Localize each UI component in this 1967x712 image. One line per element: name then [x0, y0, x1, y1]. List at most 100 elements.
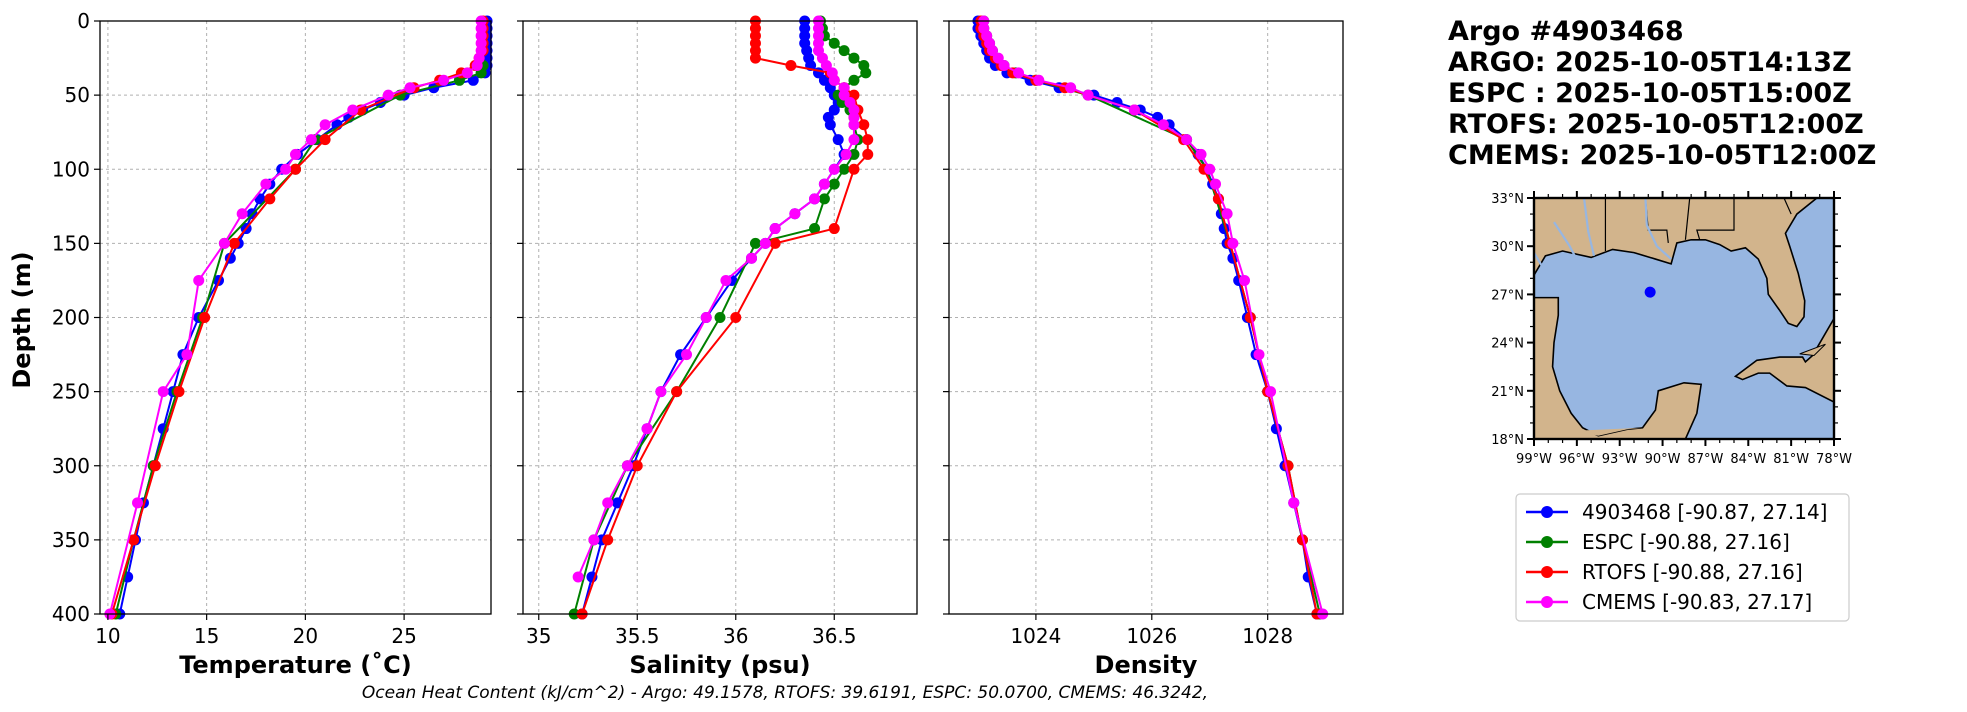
- map-lon-label: 99°W: [1516, 452, 1552, 467]
- data-point: [1221, 208, 1233, 220]
- data-point: [828, 104, 840, 116]
- data-point: [838, 163, 850, 175]
- map-lon-label: 96°W: [1559, 452, 1595, 467]
- data-point: [858, 119, 870, 131]
- legend-marker: [1541, 536, 1553, 548]
- series-cmems: [104, 15, 487, 620]
- x-tick-label: 1026: [1126, 624, 1177, 648]
- cmems-time: CMEMS: 2025-10-05T12:00Z: [1448, 140, 1877, 171]
- data-point: [828, 37, 840, 49]
- y-tick-label: 300: [52, 454, 90, 478]
- data-point: [809, 193, 821, 205]
- data-point: [236, 208, 248, 220]
- data-point: [641, 423, 653, 435]
- data-point: [809, 223, 821, 235]
- x-axis-title: Salinity (psu): [629, 651, 810, 679]
- series-4903468: [576, 15, 850, 620]
- data-point: [828, 163, 840, 175]
- data-point: [769, 237, 781, 249]
- espc-time: ESPC : 2025-10-05T15:00Z: [1448, 78, 1852, 109]
- data-point: [832, 134, 844, 146]
- legend-marker: [1541, 566, 1553, 578]
- data-point: [749, 237, 761, 249]
- data-point: [992, 52, 1004, 64]
- data-point: [382, 89, 394, 101]
- data-point: [572, 571, 584, 583]
- data-point: [848, 119, 860, 131]
- data-point: [1282, 460, 1294, 472]
- data-point: [1181, 134, 1193, 146]
- location-map: 99°W 96°W 93°W 90°W 87°W 84°W 81°W 78°W 33°N 30°N…: [1491, 191, 1852, 467]
- data-point: [769, 223, 781, 235]
- data-point: [759, 237, 771, 249]
- data-point: [1065, 82, 1077, 94]
- x-tick-label: 25: [391, 624, 416, 648]
- x-axis-title: Density: [1095, 651, 1198, 679]
- data-point: [319, 119, 331, 131]
- data-point: [848, 52, 860, 64]
- data-point: [1204, 163, 1216, 175]
- data-point: [1239, 274, 1250, 286]
- data-point: [862, 134, 874, 146]
- map-lat-label: 30°N: [1491, 240, 1524, 255]
- data-point: [1288, 497, 1300, 509]
- data-point: [785, 59, 797, 71]
- data-point: [828, 74, 840, 86]
- data-point: [862, 148, 874, 160]
- data-point: [838, 89, 850, 101]
- data-point: [998, 59, 1010, 71]
- legend-label: 4903468 [-90.87, 27.14]: [1582, 500, 1827, 524]
- legend-label: ESPC [-90.88, 27.16]: [1582, 530, 1790, 554]
- data-point: [848, 74, 860, 86]
- boundary-line: [1696, 198, 1735, 240]
- boundary-line: [1684, 198, 1691, 240]
- data-point: [818, 74, 830, 86]
- legend-marker: [1541, 596, 1553, 608]
- y-tick-label: 50: [65, 83, 90, 107]
- x-tick-label: 20: [293, 624, 318, 648]
- data-point: [848, 134, 860, 146]
- x-tick-label: 36.5: [812, 624, 857, 648]
- map-lat-label: 18°N: [1491, 433, 1524, 448]
- island: [1833, 364, 1834, 379]
- argo-time: ARGO: 2025-10-05T14:13Z: [1448, 47, 1852, 78]
- data-point: [714, 312, 726, 323]
- x-tick-label: 35.5: [615, 624, 660, 648]
- data-point: [404, 82, 416, 94]
- series-espc: [110, 59, 489, 620]
- map-content: [1534, 198, 1834, 439]
- data-point: [746, 252, 758, 264]
- y-tick-label: 0: [77, 9, 90, 33]
- legend-entry-1: 4903468 [-90.87, 27.14]: [1526, 500, 1827, 524]
- x-tick-label: 1024: [1010, 624, 1061, 648]
- map-frame: [1532, 196, 1836, 441]
- data-point: [319, 134, 331, 146]
- series-4903468: [114, 15, 493, 620]
- legend-entry-2: ESPC [-90.88, 27.16]: [1526, 530, 1790, 554]
- river-line: [1582, 198, 1596, 257]
- map-lon-label: 93°W: [1602, 452, 1638, 467]
- x-axis-title: Temperature (˚C): [179, 651, 412, 679]
- legend-entry-4: CMEMS [-90.83, 27.17]: [1526, 590, 1812, 614]
- data-point: [655, 386, 667, 398]
- map-lon-label: 84°W: [1730, 452, 1766, 467]
- data-point: [264, 193, 276, 205]
- series-line: [114, 65, 485, 615]
- island: [1799, 343, 1826, 356]
- data-point: [199, 312, 211, 323]
- river-line: [1534, 252, 1553, 283]
- data-point: [860, 67, 872, 79]
- data-point: [218, 237, 230, 249]
- series-line: [577, 21, 855, 578]
- data-point: [848, 163, 860, 175]
- data-point: [631, 460, 643, 472]
- boundary-line: [1783, 198, 1792, 215]
- x-tick-label: 35: [526, 624, 551, 648]
- series-cmems: [978, 15, 1329, 620]
- map-lat-label: 21°N: [1491, 385, 1524, 400]
- data-point: [720, 274, 732, 286]
- data-point: [749, 52, 761, 64]
